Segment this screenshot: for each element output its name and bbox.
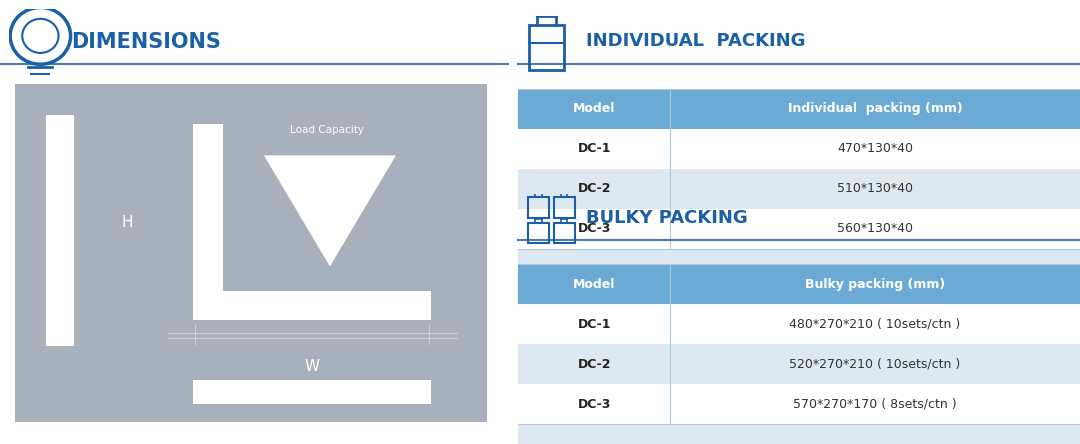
Text: DC-1: DC-1	[578, 317, 611, 331]
Polygon shape	[264, 155, 396, 266]
Text: Bulky packing (mm): Bulky packing (mm)	[805, 278, 945, 291]
Text: 470*130*40: 470*130*40	[837, 142, 913, 155]
FancyBboxPatch shape	[518, 384, 1080, 424]
FancyBboxPatch shape	[518, 344, 1080, 384]
Text: Model: Model	[573, 102, 616, 115]
FancyBboxPatch shape	[518, 209, 1080, 249]
Text: 510*130*40: 510*130*40	[837, 182, 913, 195]
FancyBboxPatch shape	[193, 380, 432, 404]
Text: DIMENSIONS: DIMENSIONS	[71, 32, 221, 52]
FancyBboxPatch shape	[193, 124, 224, 320]
Text: Model: Model	[573, 278, 616, 291]
Text: 560*130*40: 560*130*40	[837, 222, 913, 235]
Text: 570*270*170 ( 8sets/ctn ): 570*270*170 ( 8sets/ctn )	[793, 397, 957, 411]
Text: 520*270*210 ( 10sets/ctn ): 520*270*210 ( 10sets/ctn )	[789, 357, 960, 371]
Text: W: W	[305, 359, 320, 374]
FancyBboxPatch shape	[518, 249, 1080, 289]
Text: Individual  packing (mm): Individual packing (mm)	[787, 102, 962, 115]
Text: DC-3: DC-3	[578, 222, 611, 235]
FancyBboxPatch shape	[193, 291, 432, 320]
FancyBboxPatch shape	[518, 424, 1080, 444]
Text: BULKY PACKING: BULKY PACKING	[585, 209, 747, 226]
FancyBboxPatch shape	[518, 304, 1080, 344]
FancyBboxPatch shape	[45, 115, 73, 346]
FancyBboxPatch shape	[518, 264, 1080, 304]
FancyBboxPatch shape	[518, 129, 1080, 169]
FancyBboxPatch shape	[518, 169, 1080, 209]
Text: DC-1: DC-1	[578, 142, 611, 155]
Text: DC-2: DC-2	[578, 182, 611, 195]
Text: H: H	[121, 214, 133, 230]
Text: 480*270*210 ( 10sets/ctn ): 480*270*210 ( 10sets/ctn )	[789, 317, 960, 331]
FancyBboxPatch shape	[518, 89, 1080, 129]
Text: DC-3: DC-3	[578, 397, 611, 411]
Text: INDIVIDUAL  PACKING: INDIVIDUAL PACKING	[585, 32, 806, 50]
Text: Load Capacity: Load Capacity	[291, 125, 364, 135]
Text: DC-2: DC-2	[578, 357, 611, 371]
FancyBboxPatch shape	[15, 84, 487, 422]
